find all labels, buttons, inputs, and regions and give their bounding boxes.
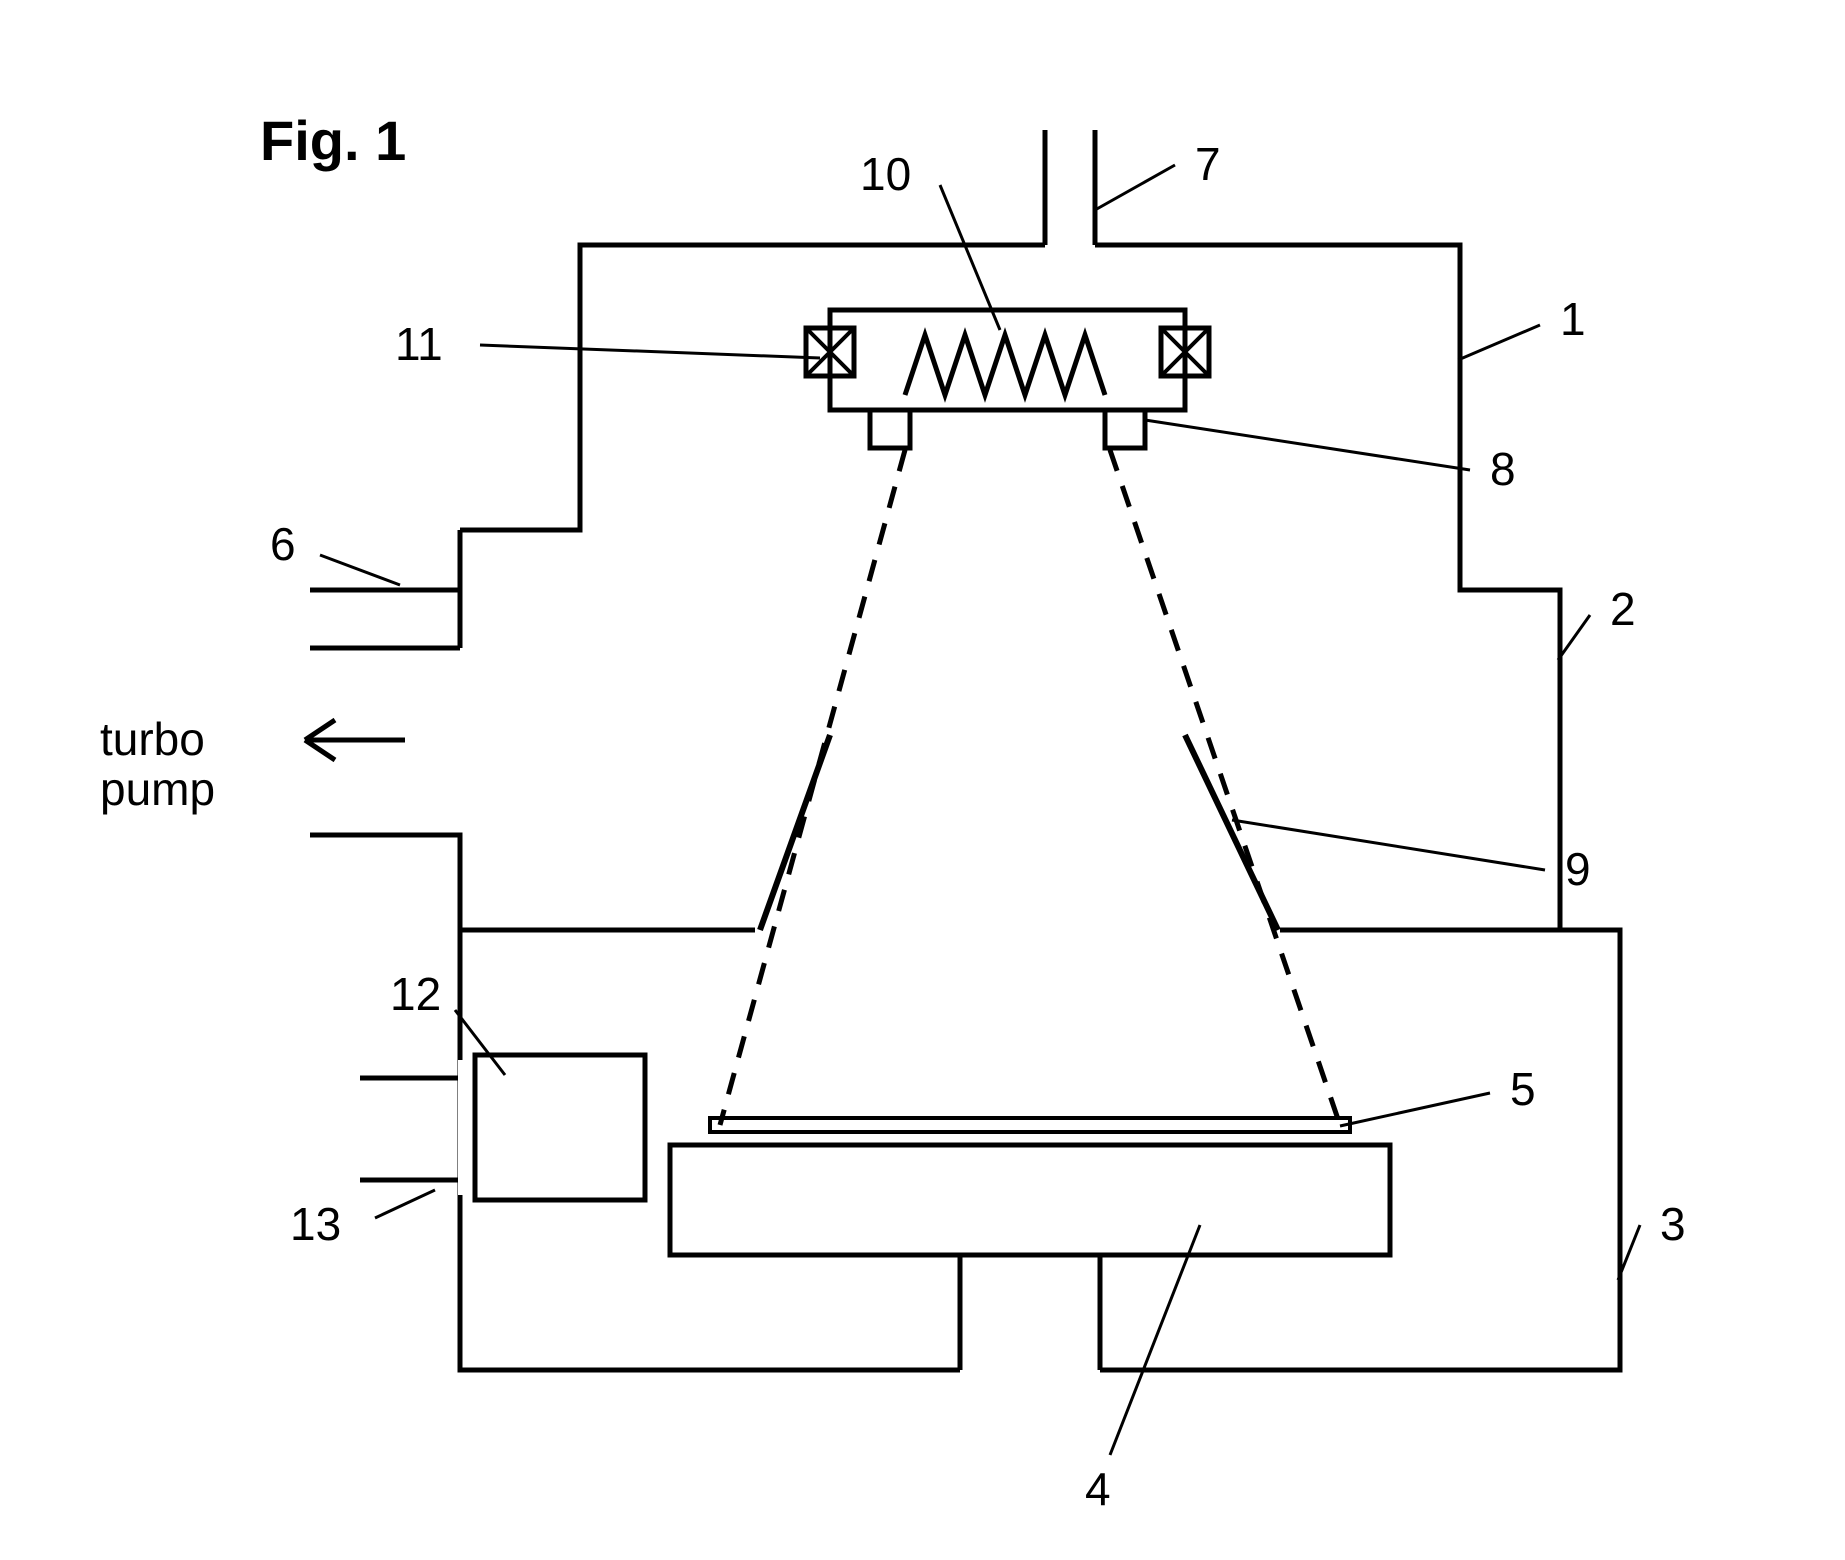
label-6: 6 — [270, 518, 296, 570]
aux-port — [360, 1055, 645, 1200]
label-13: 13 — [290, 1198, 341, 1250]
plume-cone — [720, 450, 1340, 1125]
label-4: 4 — [1085, 1463, 1111, 1515]
pump-arrow — [305, 720, 405, 760]
leader-11 — [480, 345, 820, 358]
under-tab-left — [870, 410, 910, 448]
figure-title: Fig. 1 — [260, 109, 406, 172]
heating-coil — [905, 335, 1105, 395]
evaporator — [806, 310, 1209, 448]
bottom-right-wall — [1100, 930, 1620, 1370]
leader-9 — [1232, 820, 1545, 870]
label-3: 3 — [1660, 1198, 1686, 1250]
substrate-stage — [670, 1118, 1390, 1370]
evap-outer — [830, 310, 1185, 410]
leader-2 — [1558, 615, 1590, 660]
top-chamber-left — [460, 245, 1045, 530]
label-7: 7 — [1195, 138, 1221, 190]
turbo-label-1: turbo — [100, 713, 205, 765]
label-5: 5 — [1510, 1063, 1536, 1115]
diagram-canvas: Fig. 1 — [0, 0, 1845, 1560]
right-step — [1460, 530, 1560, 590]
leader-13 — [375, 1190, 435, 1218]
chamber-outline — [310, 130, 1620, 1370]
label-10: 10 — [860, 148, 911, 200]
turbo-label-2: pump — [100, 763, 215, 815]
leader-7 — [1095, 165, 1175, 210]
right-step-a — [1460, 530, 1560, 590]
pump-port-bottom — [310, 835, 540, 930]
leader-4 — [1110, 1225, 1200, 1455]
label-9: 9 — [1565, 843, 1591, 895]
leaders — [320, 165, 1640, 1455]
bottom-left-wall — [460, 930, 960, 1370]
under-tab-right — [1105, 410, 1145, 448]
label-1: 1 — [1560, 293, 1586, 345]
substrate — [710, 1118, 1350, 1132]
pump-opening-mask — [455, 651, 467, 832]
leader-6 — [320, 555, 400, 585]
label-8: 8 — [1490, 443, 1516, 495]
aux-port-box — [475, 1055, 645, 1200]
label-12: 12 — [390, 968, 441, 1020]
label-11: 11 — [395, 318, 443, 370]
stage-block — [670, 1145, 1390, 1255]
stage-stem — [960, 1255, 1100, 1370]
leader-1 — [1458, 325, 1540, 360]
leader-5 — [1340, 1093, 1490, 1126]
leader-8 — [1145, 420, 1470, 470]
chimney — [760, 735, 1278, 930]
label-2: 2 — [1610, 583, 1636, 635]
